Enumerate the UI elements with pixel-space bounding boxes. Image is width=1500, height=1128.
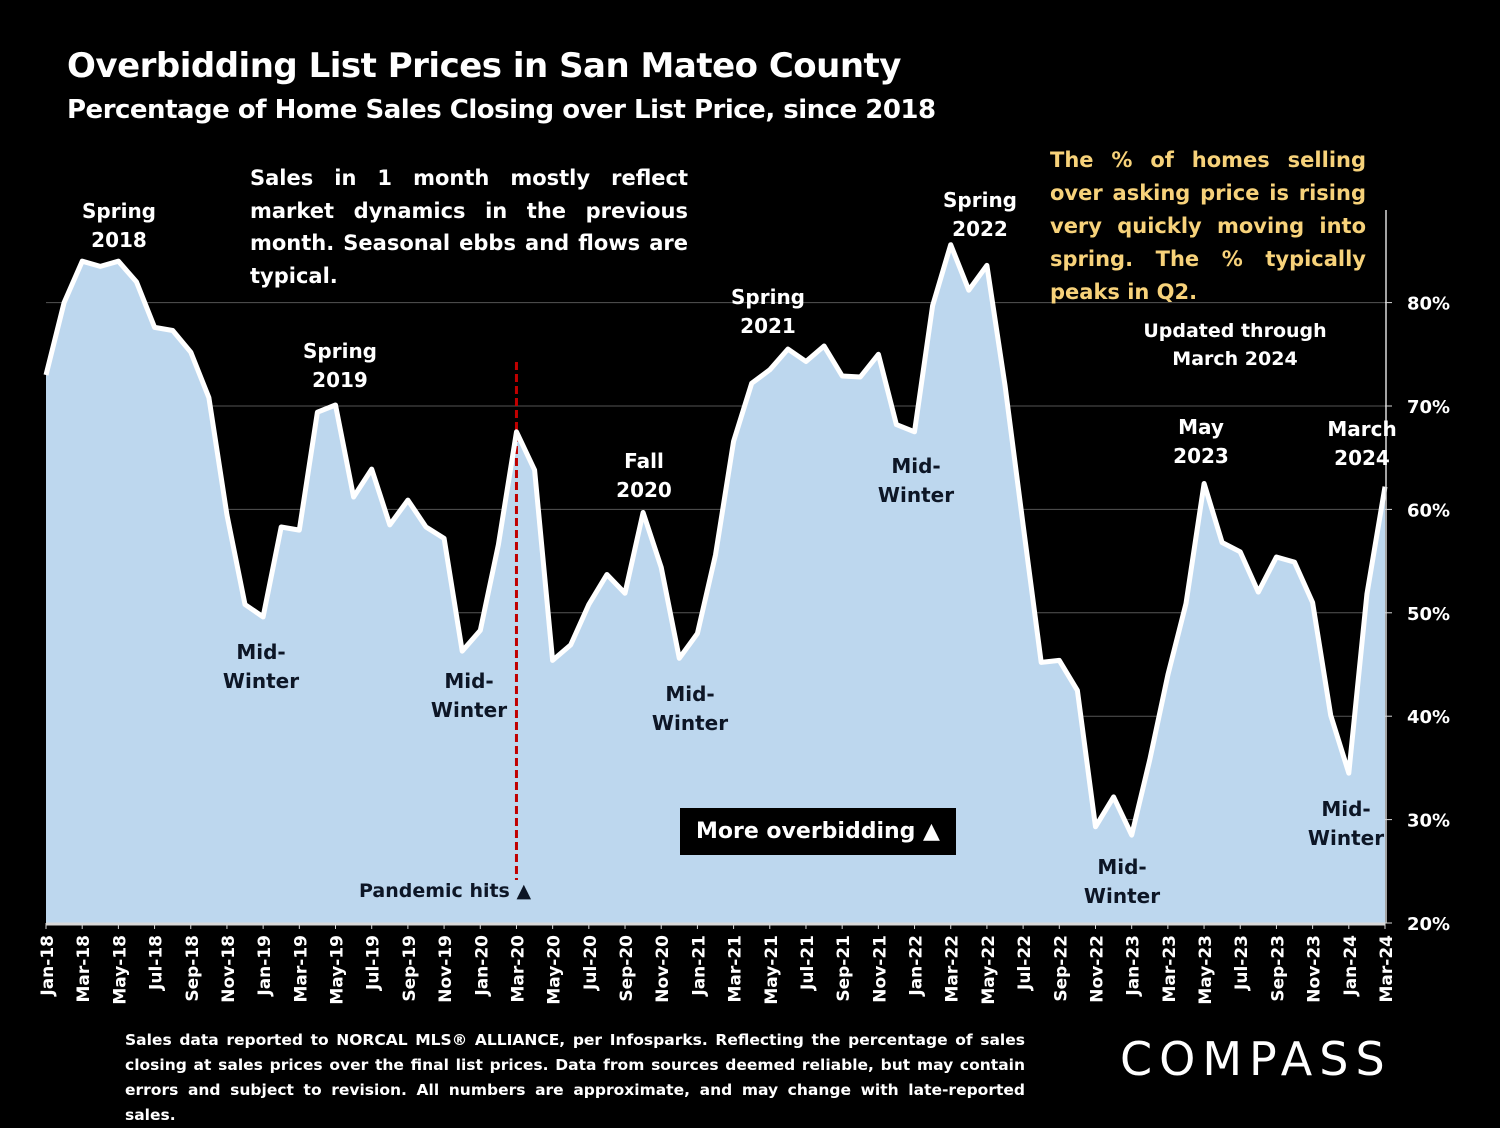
x-tick-label: Nov-19 xyxy=(436,935,456,1003)
x-tick-label: Nov-20 xyxy=(653,935,673,1003)
market-dynamics-note: Sales in 1 month mostly reflect market d… xyxy=(250,162,688,292)
annotation-label: May 2023 xyxy=(1173,413,1229,471)
y-tick-label: 30% xyxy=(1407,811,1450,832)
y-tick-label: 80% xyxy=(1407,294,1450,315)
annotation-label: Spring 2022 xyxy=(943,186,1017,244)
compass-logo: COMPASS xyxy=(1120,1032,1392,1086)
x-tick-label: Mar-22 xyxy=(943,935,963,1003)
annotation-label: March 2024 xyxy=(1327,415,1396,473)
x-tick-label: Sep-18 xyxy=(183,935,203,1002)
x-tick-label: Sep-20 xyxy=(617,935,637,1002)
y-tick-label: 50% xyxy=(1407,604,1450,625)
more-overbidding-label: More overbidding ▲ xyxy=(680,808,956,855)
x-tick-label: Jul-19 xyxy=(364,935,384,991)
x-tick-label: May-21 xyxy=(762,935,782,1005)
pandemic-label: Pandemic hits ▲ xyxy=(359,880,531,902)
annotation-label: Fall 2020 xyxy=(616,447,672,505)
annotation-label: Mid- Winter xyxy=(431,667,507,725)
annotation-label: Mid- Winter xyxy=(1308,795,1384,853)
x-tick-label: Jan-24 xyxy=(1341,935,1361,997)
trend-note: The % of homes selling over asking price… xyxy=(1050,144,1366,309)
x-tick-label: May-22 xyxy=(979,935,999,1005)
x-tick-label: Mar-21 xyxy=(726,935,746,1003)
x-tick-label: Jan-22 xyxy=(907,935,927,997)
y-tick-label: 70% xyxy=(1407,397,1450,418)
annotation-label: Mid- Winter xyxy=(223,638,299,696)
x-tick-label: Mar-20 xyxy=(508,935,528,1003)
updated-through-note: Updated through March 2024 xyxy=(1135,317,1335,373)
x-tick-label: Nov-23 xyxy=(1305,935,1325,1003)
x-tick-label: Nov-21 xyxy=(870,935,890,1003)
x-tick-label: Jul-21 xyxy=(798,935,818,991)
x-tick-label: Jan-20 xyxy=(472,935,492,997)
x-tick-label: Jan-19 xyxy=(255,935,275,997)
y-axis-ticks: 20% 30% 40% 50% 60% 70% 80% xyxy=(1385,294,1450,935)
annotation-label: Mid- Winter xyxy=(652,680,728,738)
annotation-label: Mid- Winter xyxy=(878,452,954,510)
x-tick-label: Sep-23 xyxy=(1268,935,1288,1002)
annotation-label: Spring 2021 xyxy=(731,283,805,341)
x-tick-label: Nov-22 xyxy=(1087,935,1107,1003)
x-tick-label: Sep-22 xyxy=(1051,935,1071,1002)
source-footnote: Sales data reported to NORCAL MLS® ALLIA… xyxy=(125,1028,1025,1128)
x-tick-label: Jul-20 xyxy=(581,935,601,991)
x-tick-label: Mar-19 xyxy=(291,935,311,1003)
y-tick-label: 60% xyxy=(1407,500,1450,521)
x-axis-ticks: Jan-18 Mar-18 May-18 Jul-18 Sep-18 Nov-18 Jan-… xyxy=(38,923,1397,1005)
x-tick-label: Sep-21 xyxy=(834,935,854,1002)
x-tick-label: Jan-21 xyxy=(689,935,709,997)
x-tick-label: Mar-24 xyxy=(1377,935,1397,1003)
x-tick-label: Jul-23 xyxy=(1232,935,1252,991)
x-tick-label: May-20 xyxy=(545,935,565,1005)
x-tick-label: May-23 xyxy=(1196,935,1216,1005)
x-tick-label: May-19 xyxy=(328,935,348,1005)
x-tick-label: Jul-22 xyxy=(1015,935,1035,991)
x-tick-label: Sep-19 xyxy=(400,935,420,1002)
y-tick-label: 20% xyxy=(1407,914,1450,935)
y-tick-label: 40% xyxy=(1407,707,1450,728)
x-tick-label: Mar-23 xyxy=(1160,935,1180,1003)
x-tick-label: Jul-18 xyxy=(147,935,167,991)
annotation-label: Mid- Winter xyxy=(1084,853,1160,911)
x-tick-label: Jan-18 xyxy=(38,935,58,997)
x-tick-label: Nov-18 xyxy=(219,935,239,1003)
annotation-label: Spring 2018 xyxy=(82,197,156,255)
x-tick-label: May-18 xyxy=(110,935,130,1005)
x-tick-label: Mar-18 xyxy=(74,935,94,1003)
annotation-label: Spring 2019 xyxy=(303,337,377,395)
x-tick-label: Jan-23 xyxy=(1124,935,1144,997)
